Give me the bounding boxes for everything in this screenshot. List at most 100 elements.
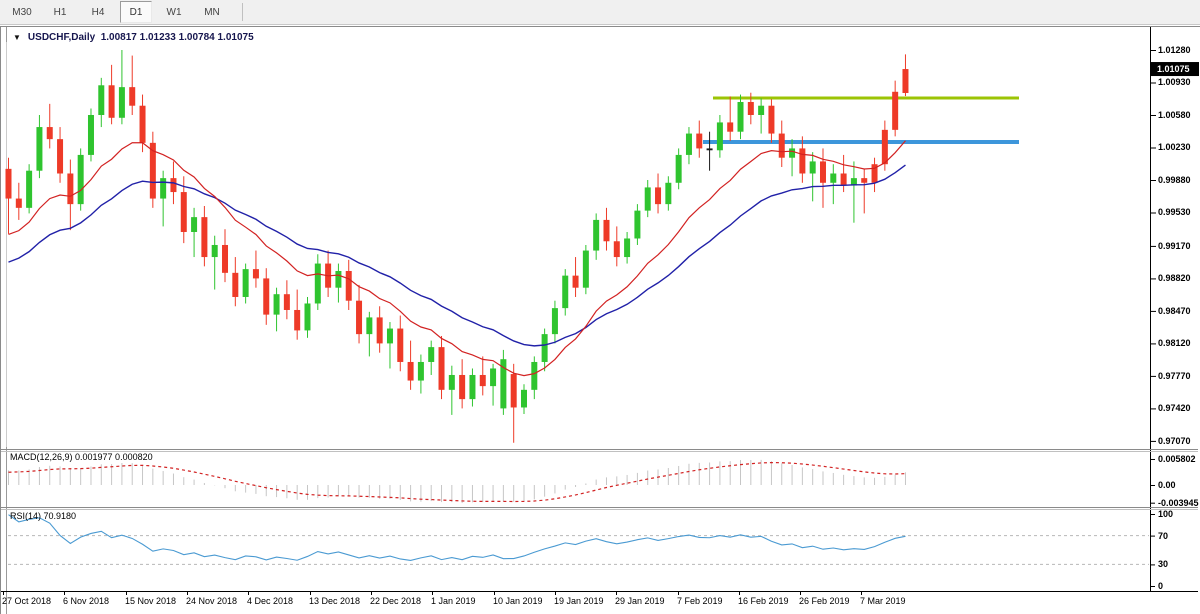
macd-axis-label: 0.005802	[1158, 453, 1196, 464]
candle-body	[819, 161, 826, 183]
candle-body	[57, 139, 64, 174]
candle-body	[252, 269, 259, 279]
candle-body	[881, 129, 888, 165]
candle-body	[840, 173, 847, 186]
date-axis-label: 24 Nov 2018	[186, 596, 238, 606]
candle-body	[438, 347, 445, 390]
candle-body	[149, 142, 156, 199]
date-axis-label: 22 Dec 2018	[370, 596, 422, 606]
candle-body	[861, 178, 868, 183]
date-axis-label: 27 Oct 2018	[2, 596, 52, 606]
candle-body	[706, 148, 713, 151]
candle-body	[428, 347, 435, 362]
date-axis-label: 19 Jan 2019	[554, 596, 604, 606]
candle-body	[778, 133, 785, 158]
rsi-axis-label: 30	[1158, 559, 1169, 570]
candle-body	[500, 359, 507, 409]
date-axis-label: 10 Jan 2019	[493, 596, 543, 606]
timeframe-button-h4[interactable]: H4	[91, 6, 105, 18]
candle-body	[562, 275, 569, 309]
chart-title: USDCHF,Daily 1.00817 1.01233 1.00784 1.0…	[27, 32, 254, 43]
candle-body	[242, 269, 249, 297]
candle-body	[490, 368, 497, 387]
date-axis-label: 29 Jan 2019	[615, 596, 665, 606]
date-axis-label: 13 Dec 2018	[309, 596, 361, 606]
date-axis-label: 4 Dec 2018	[247, 596, 294, 606]
candle-body	[737, 101, 744, 132]
candle-body	[36, 127, 43, 171]
candle-body	[201, 217, 208, 258]
candle-body	[902, 69, 909, 93]
candle-body	[830, 173, 837, 183]
candle-body	[665, 182, 672, 205]
timeframe-button-h1[interactable]: H1	[53, 6, 67, 18]
candle-body	[850, 178, 857, 186]
candle-body	[77, 154, 84, 205]
candle-body	[232, 272, 239, 297]
timeframe-button-w1[interactable]: W1	[166, 6, 182, 18]
candle-body	[448, 374, 455, 390]
candle-body	[696, 133, 703, 149]
candle-body	[87, 114, 94, 155]
candle-body	[521, 389, 527, 408]
candle-body	[685, 133, 692, 155]
slow-ma-line	[8, 164, 906, 347]
symbol-dropdown-icon[interactable]: ▼	[13, 33, 21, 42]
candle-body	[510, 374, 517, 408]
candle-body	[655, 187, 662, 205]
candle-body	[46, 127, 53, 140]
date-axis-label: 16 Feb 2019	[738, 596, 789, 606]
candle-body	[716, 122, 723, 151]
timeframe-button-m30[interactable]: M30	[12, 6, 32, 18]
candle-body	[376, 317, 383, 344]
macd-indicator-label: MACD(12,26,9) 0.001977 0.000820	[10, 452, 153, 462]
candle-body	[551, 308, 558, 335]
candle-body	[541, 334, 548, 362]
timeframe-button-mn[interactable]: MN	[204, 6, 220, 18]
date-axis-label: 6 Nov 2018	[63, 596, 110, 606]
candle-body	[139, 105, 146, 143]
price-axis-label: 0.97770	[1158, 370, 1191, 381]
price-axis-label: 0.99530	[1158, 207, 1191, 218]
candle-body	[593, 219, 600, 251]
price-axis-label: 0.99170	[1158, 240, 1191, 251]
candle-body	[768, 105, 775, 134]
candle-body	[634, 210, 641, 239]
rsi-line	[8, 514, 906, 562]
candle-body	[304, 303, 311, 331]
candle-body	[386, 328, 393, 344]
macd-axis-label: 0.00	[1158, 480, 1176, 490]
candle-body	[273, 294, 280, 315]
candle-body	[603, 219, 610, 242]
chart-title-row[interactable]: ▼ USDCHF,Daily 1.00817 1.01233 1.00784 1…	[13, 32, 254, 43]
candle-body	[211, 244, 218, 258]
candle-body	[5, 168, 12, 199]
price-axis-label: 0.98820	[1158, 273, 1191, 284]
toolbar-separator	[242, 3, 243, 21]
candle-body	[397, 328, 404, 362]
candle-body	[26, 170, 33, 208]
candle-body	[675, 154, 682, 183]
macd-signal-line	[8, 461, 906, 503]
candle-body	[727, 122, 734, 132]
candle-body	[469, 374, 476, 400]
candle-body	[283, 294, 290, 310]
candle-body	[67, 173, 74, 205]
candle-body	[747, 101, 754, 115]
date-axis-label: 15 Nov 2018	[125, 596, 177, 606]
candle-body	[459, 374, 466, 400]
candle-body	[871, 164, 878, 183]
candle-body	[118, 87, 125, 118]
candle-body	[417, 361, 424, 381]
price-axis-label: 1.01280	[1158, 45, 1191, 55]
candle-body	[809, 161, 816, 174]
current-price-badge	[1151, 62, 1199, 77]
candle-body	[758, 105, 765, 115]
price-axis-label: 0.98470	[1158, 305, 1191, 316]
timeframe-button-d1[interactable]: D1	[120, 1, 152, 23]
price-axis-label: 1.00930	[1158, 77, 1191, 88]
candle-body	[108, 85, 115, 118]
candle-body	[479, 374, 486, 387]
